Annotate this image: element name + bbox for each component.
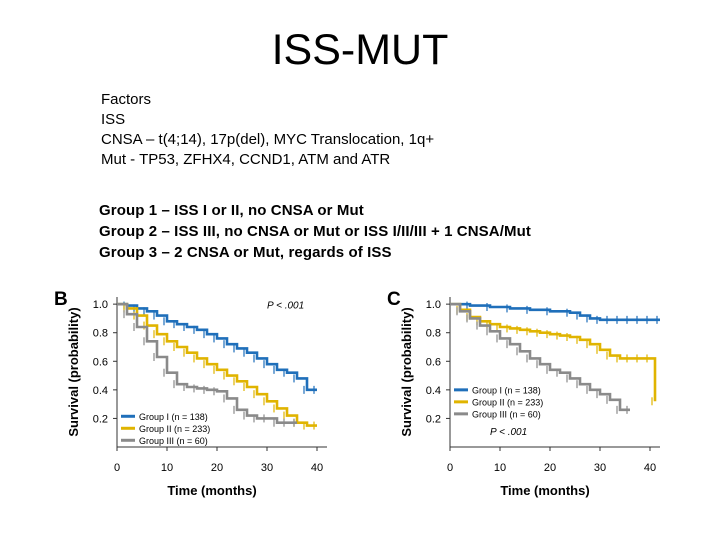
legend-entry: Group I (n = 138) <box>139 412 208 422</box>
survival-chart-c-svg: C 0.2 0.4 0.6 0.8 1.0 0 10 20 30 40 Time (months) Su… <box>387 289 660 498</box>
legend-entry: Group II (n = 233) <box>472 397 543 407</box>
group-definition: Group 3 – 2 CNSA or Mut, regards of ISS <box>99 244 392 261</box>
y-tick-label: 0.4 <box>426 385 441 397</box>
survival-curve-line <box>450 302 630 412</box>
legend-entry: Group III (n = 60) <box>139 436 208 446</box>
survival-chart-b-svg: B 0.2 0.4 0.6 0.8 1.0 0 10 20 30 40 Time (months) Su… <box>54 289 327 498</box>
y-axis-label: Survival (probability) <box>399 307 414 436</box>
factor-item: CNSA – t(4;14), 17p(del), MYC Translocat… <box>101 131 435 148</box>
survival-curve-line <box>117 302 297 425</box>
x-axis-label: Time (months) <box>500 483 589 498</box>
survival-curve-line <box>450 302 657 402</box>
groups-list: Group 1 – ISS I or II, no CNSA or Mut Gr… <box>99 200 531 263</box>
x-tick-label: 30 <box>261 462 273 474</box>
x-tick-label: 20 <box>211 462 223 474</box>
y-tick-label: 0.6 <box>426 356 441 368</box>
x-tick-label: 40 <box>311 462 323 474</box>
y-tick-label: 0.2 <box>93 413 108 425</box>
factor-item: ISS <box>101 111 126 128</box>
x-tick-label: 10 <box>161 462 173 474</box>
y-tick-label: 1.0 <box>93 299 108 311</box>
legend-entry: Group III (n = 60) <box>472 409 541 419</box>
group-definition: Group 1 – ISS I or II, no CNSA or Mut <box>99 202 364 219</box>
x-tick-label: 10 <box>494 462 506 474</box>
p-value-label: P < .001 <box>267 300 304 311</box>
y-tick-label: 0.2 <box>426 413 441 425</box>
legend-entry: Group I (n = 138) <box>472 385 541 395</box>
survival-curve-line <box>450 302 660 322</box>
y-tick-label: 0.8 <box>426 328 441 340</box>
y-tick-label: 1.0 <box>426 299 441 311</box>
x-tick-label: 0 <box>114 462 120 474</box>
x-tick-label: 30 <box>594 462 606 474</box>
factors-heading: Factors <box>101 91 152 108</box>
survival-curve-line <box>117 302 317 427</box>
survival-chart-c: C 0.2 0.4 0.6 0.8 1.0 0 10 20 30 40 Time (months) Su… <box>365 283 695 508</box>
x-tick-label: 0 <box>447 462 453 474</box>
y-axis-label: Survival (probability) <box>66 307 81 436</box>
y-tick-label: 0.8 <box>93 328 108 340</box>
panel-label: B <box>54 289 68 310</box>
p-value-label: P < .001 <box>490 427 527 438</box>
survival-curve-line <box>117 302 317 392</box>
legend-entry: Group II (n = 233) <box>139 424 210 434</box>
factors-list: Factors ISS CNSA – t(4;14), 17p(del), MY… <box>101 90 434 170</box>
y-tick-label: 0.4 <box>93 385 108 397</box>
factor-item: Mut - TP53, ZFHX4, CCND1, ATM and ATR <box>101 151 391 168</box>
y-tick-label: 0.6 <box>93 356 108 368</box>
group-definition: Group 2 – ISS III, no CNSA or Mut or ISS… <box>99 223 531 240</box>
panel-label: C <box>387 289 401 310</box>
page-title: ISS-MUT <box>271 26 449 74</box>
x-tick-label: 20 <box>544 462 556 474</box>
survival-chart-b: B 0.2 0.4 0.6 0.8 1.0 0 10 20 30 40 Time (months) Su… <box>32 283 362 508</box>
x-axis-label: Time (months) <box>167 483 256 498</box>
x-tick-label: 40 <box>644 462 656 474</box>
